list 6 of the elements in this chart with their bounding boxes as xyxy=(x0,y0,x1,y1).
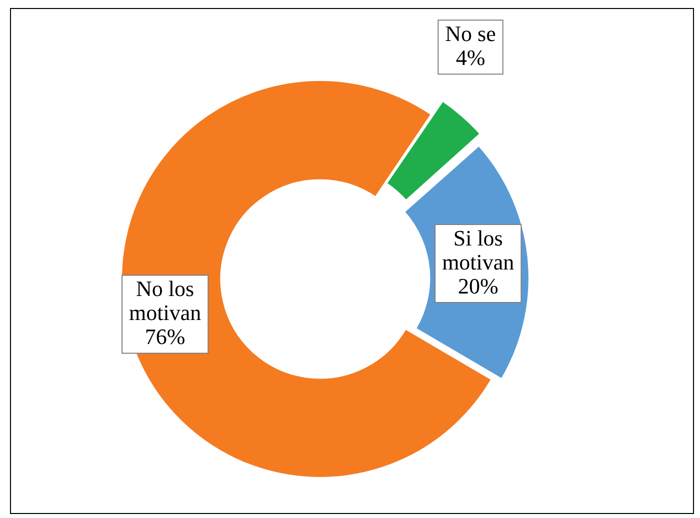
data-label: 76% xyxy=(144,324,186,349)
data-label: 4% xyxy=(456,44,486,70)
data-label: 20% xyxy=(458,273,498,298)
slice-label: No se xyxy=(445,20,496,46)
slice-label: No los motivan xyxy=(129,276,202,325)
slice-label: Si los motivan xyxy=(442,225,514,274)
